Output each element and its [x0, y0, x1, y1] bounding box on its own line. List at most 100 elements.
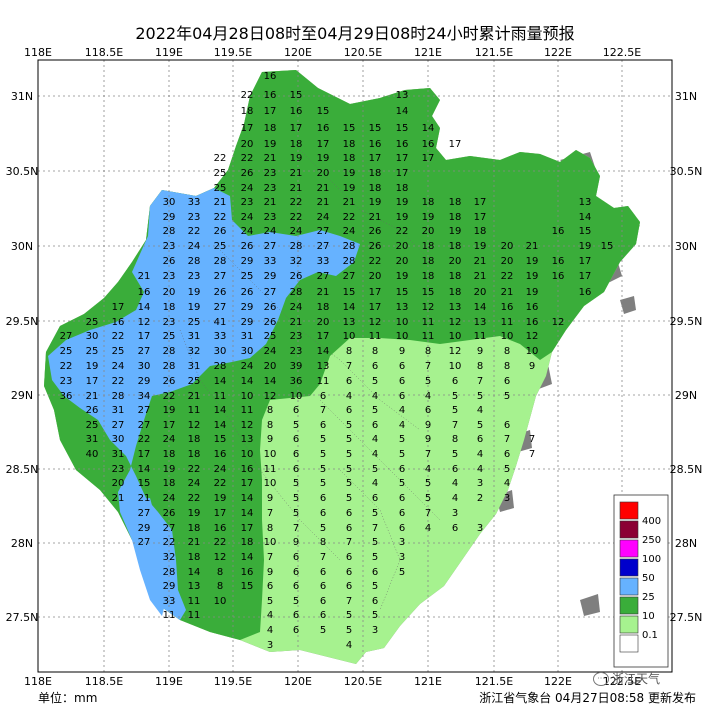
- grid-value: 5: [320, 434, 326, 445]
- grid-value: 5: [372, 376, 378, 387]
- grid-value: 27: [317, 226, 330, 237]
- grid-value: 18: [163, 478, 176, 489]
- grid-value: 4: [425, 523, 431, 534]
- grid-value: 14: [264, 376, 277, 387]
- grid-value: 29: [241, 317, 254, 328]
- grid-value: 22: [290, 212, 303, 223]
- grid-value: 28: [343, 241, 356, 252]
- lon-tick-label: 120.5E: [344, 46, 382, 59]
- grid-value: 21: [317, 183, 330, 194]
- grid-value: 9: [425, 434, 431, 445]
- grid-value: 9: [529, 361, 535, 372]
- grid-value: 23: [290, 331, 303, 342]
- grid-value: 5: [346, 449, 352, 460]
- legend-swatch: [619, 596, 639, 615]
- grid-value: 14: [188, 567, 201, 578]
- grid-value: 28: [290, 241, 303, 252]
- grid-value: 18: [422, 241, 435, 252]
- grid-value: 23: [188, 271, 201, 282]
- grid-value: 27: [138, 420, 151, 431]
- legend-label: 250: [642, 535, 661, 546]
- issuer-label: 浙江省气象台 04月27日08:58 更新发布: [479, 691, 696, 705]
- grid-value: 15: [214, 434, 227, 445]
- grid-value: 5: [372, 581, 378, 592]
- grid-value: 19: [526, 271, 539, 282]
- lon-tick-label: 119E: [155, 675, 183, 688]
- grid-value: 21: [501, 287, 514, 298]
- grid-value: 22: [138, 434, 151, 445]
- lat-tick-label: 28.5N: [670, 463, 703, 476]
- grid-value: 6: [399, 376, 405, 387]
- grid-value: 26: [163, 508, 176, 519]
- grid-value: 23: [290, 346, 303, 357]
- grid-value: 29: [138, 523, 151, 534]
- grid-value: 18: [422, 271, 435, 282]
- grid-value: 6: [399, 493, 405, 504]
- grid-value: 5: [320, 523, 326, 534]
- grid-value: 12: [369, 317, 382, 328]
- grid-value: 6: [293, 552, 299, 563]
- grid-value: 16: [552, 271, 565, 282]
- grid-value: 33: [264, 256, 277, 267]
- grid-value: 26: [163, 256, 176, 267]
- grid-value: 16: [264, 71, 277, 82]
- grid-value: 13: [396, 302, 409, 313]
- grid-value: 26: [290, 271, 303, 282]
- grid-value: 18: [290, 139, 303, 150]
- grid-value: 7: [267, 508, 273, 519]
- grid-value: 20: [241, 139, 254, 150]
- grid-value: 30: [138, 361, 151, 372]
- legend-swatch: [619, 577, 639, 596]
- grid-value: 17: [369, 153, 382, 164]
- lon-tick-label: 121E: [414, 46, 442, 59]
- grid-value: 36: [60, 391, 73, 402]
- grid-value: 4: [452, 478, 458, 489]
- lon-tick-label: 120.5E: [344, 675, 382, 688]
- grid-value: 17: [163, 420, 176, 431]
- grid-value: 5: [477, 391, 483, 402]
- lon-tick-label: 118E: [24, 675, 52, 688]
- lat-tick-label: 29.5N: [670, 315, 703, 328]
- grid-value: 8: [267, 405, 273, 416]
- grid-value: 14: [422, 123, 435, 134]
- grid-value: 28: [163, 361, 176, 372]
- grid-value: 20: [317, 168, 330, 179]
- grid-value: 21: [264, 153, 277, 164]
- grid-value: 10: [241, 449, 254, 460]
- grid-value: 5: [320, 449, 326, 460]
- grid-value: 14: [214, 376, 227, 387]
- grid-value: 16: [501, 302, 514, 313]
- grid-value: 6: [346, 405, 352, 416]
- grid-value: 28: [188, 256, 201, 267]
- grid-value: 22: [188, 464, 201, 475]
- grid-value: 20: [369, 271, 382, 282]
- grid-value: 5: [425, 376, 431, 387]
- grid-value: 15: [396, 123, 409, 134]
- grid-value: 13: [317, 361, 330, 372]
- grid-value: 19: [396, 212, 409, 223]
- grid-value: 11: [214, 391, 227, 402]
- grid-value: 14: [214, 405, 227, 416]
- grid-value: 24: [290, 302, 303, 313]
- grid-value: 27: [138, 346, 151, 357]
- grid-value: 17: [369, 287, 382, 298]
- grid-value: 22: [214, 478, 227, 489]
- grid-value: 22: [214, 537, 227, 548]
- grid-value: 23: [188, 212, 201, 223]
- grid-value: 4: [372, 449, 378, 460]
- grid-value: 5: [293, 508, 299, 519]
- grid-value: 4: [452, 493, 458, 504]
- grid-value: 25: [214, 183, 227, 194]
- lon-tick-label: 119.5E: [214, 675, 252, 688]
- grid-value: 4: [372, 478, 378, 489]
- unit-label: 单位：mm: [38, 691, 98, 705]
- legend-swatch: [619, 520, 639, 539]
- grid-value: 23: [60, 376, 73, 387]
- grid-value: 17: [214, 508, 227, 519]
- grid-value: 7: [477, 376, 483, 387]
- lat-tick-label: 28N: [675, 537, 697, 550]
- grid-value: 21: [317, 197, 330, 208]
- grid-value: 21: [317, 287, 330, 298]
- grid-value: 6: [477, 434, 483, 445]
